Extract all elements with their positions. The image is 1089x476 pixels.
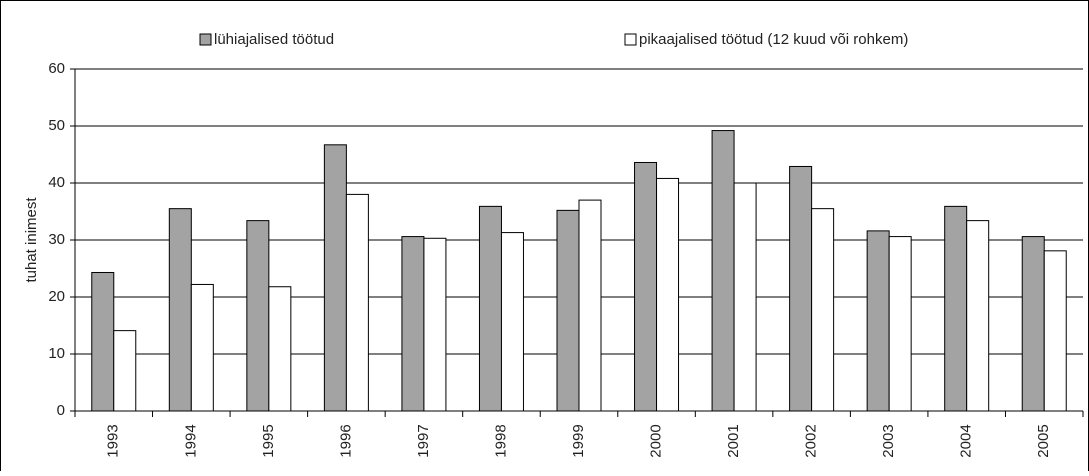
bar xyxy=(866,230,890,412)
bar xyxy=(944,205,968,412)
bar xyxy=(345,193,369,412)
x-tick-label: 2001 xyxy=(725,424,742,457)
legend-label: lühiajalised töötud xyxy=(214,31,334,48)
bar xyxy=(966,220,990,412)
x-tick-label: 1997 xyxy=(415,424,432,457)
bar xyxy=(91,271,115,412)
bar xyxy=(578,199,602,412)
bar xyxy=(500,232,524,412)
x-tick-label: 1996 xyxy=(337,424,354,457)
x-tick-label: 2003 xyxy=(880,424,897,457)
bar xyxy=(789,165,813,412)
x-tick-label: 1993 xyxy=(105,424,122,457)
bar xyxy=(556,209,580,412)
bar xyxy=(888,236,912,412)
bar xyxy=(401,236,425,412)
x-tick-label: 2000 xyxy=(648,424,665,457)
x-tick-label: 1994 xyxy=(182,424,199,457)
bar xyxy=(268,286,292,412)
bar xyxy=(656,177,680,412)
x-tick-label: 2005 xyxy=(1035,424,1052,457)
bar xyxy=(811,208,835,412)
legend-swatch xyxy=(624,33,637,46)
y-tick-label: 0 xyxy=(57,402,65,419)
bar xyxy=(113,330,137,412)
x-tick-label: 2004 xyxy=(958,424,975,457)
bar xyxy=(1043,250,1067,412)
y-tick-label: 40 xyxy=(48,174,65,191)
bar xyxy=(711,130,735,412)
y-tick-label: 50 xyxy=(48,117,65,134)
bar xyxy=(323,144,347,412)
x-tick-label: 1998 xyxy=(492,424,509,457)
y-axis-label: tuhat inimest xyxy=(23,197,40,283)
legend-swatch xyxy=(199,33,212,46)
bar xyxy=(246,220,270,412)
bar xyxy=(733,182,757,412)
bar xyxy=(423,237,447,412)
y-tick-label: 30 xyxy=(48,231,65,248)
bar xyxy=(634,161,658,412)
y-tick-label: 60 xyxy=(48,60,65,77)
legend-label: pikaajalised töötud (12 kuud või rohkem) xyxy=(639,31,908,48)
bar xyxy=(168,208,192,412)
y-tick-label: 20 xyxy=(48,288,65,305)
bar xyxy=(190,283,214,412)
y-tick-label: 10 xyxy=(48,345,65,362)
x-tick-label: 2002 xyxy=(803,424,820,457)
x-tick-label: 1999 xyxy=(570,424,587,457)
bar xyxy=(1021,236,1045,412)
bar xyxy=(478,205,502,412)
x-tick-label: 1995 xyxy=(260,424,277,457)
